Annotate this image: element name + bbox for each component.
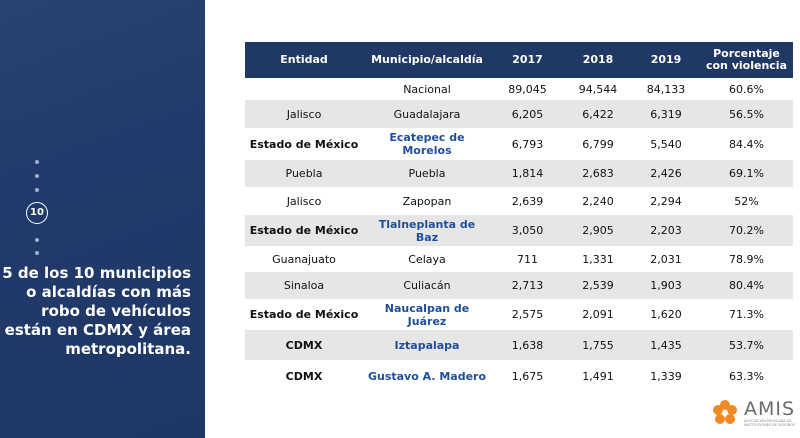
table-cell: 1,675 bbox=[511, 369, 544, 383]
heading: 5 de los 10 municipios o alcaldías con m… bbox=[2, 264, 191, 358]
table-cell: 78.9% bbox=[729, 252, 764, 266]
table-cell: 94,544 bbox=[578, 82, 618, 96]
table-row: Estado de México Tlalneplanta de Baz 3,050… bbox=[245, 215, 793, 246]
table-cell: Ecatepec de Morelos bbox=[389, 131, 465, 157]
table-cell: Guanajuato bbox=[272, 252, 336, 266]
table-cell: Jalisco bbox=[286, 194, 322, 208]
table-cell: 6,793 bbox=[511, 137, 544, 151]
dot bbox=[35, 160, 39, 164]
table-cell: 2,031 bbox=[650, 252, 682, 266]
table-cell: 1,435 bbox=[632, 330, 700, 360]
table-cell bbox=[245, 78, 363, 100]
table-cell: 2,905 bbox=[564, 215, 632, 246]
table-cell: Celaya bbox=[408, 252, 446, 266]
table-cell: Puebla bbox=[363, 160, 491, 187]
table-cell: 2,639 bbox=[511, 194, 544, 208]
table-row: Nacional 89,045 94,544 84,133 60.6% bbox=[245, 78, 793, 100]
table-cell: Puebla bbox=[245, 160, 363, 187]
table-cell: Gustavo A. Madero bbox=[367, 369, 487, 383]
table-cell: 1,903 bbox=[632, 272, 700, 299]
table-cell: 2,539 bbox=[564, 272, 632, 299]
table-cell: 69.1% bbox=[700, 160, 793, 187]
header-row: Entidad Municipio/alcaldía 2017 2018 2019 Por… bbox=[245, 42, 793, 78]
table-cell: 2,713 bbox=[491, 272, 564, 299]
dot bbox=[35, 238, 39, 242]
table-cell: Tlalneplanta de Baz bbox=[363, 215, 491, 246]
data-table: Entidad Municipio/alcaldía 2017 2018 2019 Por… bbox=[245, 42, 793, 392]
table-row: CDMX Gustavo A. Madero 1,675 1,491 1,339 63.3… bbox=[245, 360, 793, 392]
table-row: Estado de México Naucalpan de Juárez 2,575… bbox=[245, 299, 793, 330]
logo-text: AMIS bbox=[744, 398, 796, 420]
table-cell: 1,620 bbox=[650, 308, 682, 321]
table-cell: 1,339 bbox=[650, 369, 682, 383]
dot bbox=[35, 188, 39, 192]
table-cell: Sinaloa bbox=[245, 272, 363, 299]
table-row: Puebla Puebla 1,814 2,683 2,426 69.1% bbox=[245, 160, 793, 187]
table-cell: 56.5% bbox=[700, 100, 793, 128]
table-cell: 84.4% bbox=[729, 137, 764, 151]
table-cell: Estado de México bbox=[249, 137, 359, 151]
table-cell: 711 bbox=[517, 252, 538, 266]
header-cell: Entidad bbox=[245, 42, 363, 78]
table-cell: 70.2% bbox=[700, 215, 793, 246]
table-cell: 2,091 bbox=[582, 308, 614, 321]
table-cell: 2,203 bbox=[632, 215, 700, 246]
table-cell: 52% bbox=[734, 194, 759, 208]
table-cell: Culiacán bbox=[363, 272, 491, 299]
table-cell: 84,133 bbox=[646, 82, 686, 96]
table-cell: 89,045 bbox=[508, 82, 547, 96]
table-cell: 6,319 bbox=[632, 100, 700, 128]
table-row: Guanajuato Celaya 711 1,331 2,031 78.9% bbox=[245, 246, 793, 272]
table-row: Sinaloa Culiacán 2,713 2,539 1,903 80.4% bbox=[245, 272, 793, 299]
table-cell: 1,491 bbox=[582, 369, 614, 383]
table-cell: 5,540 bbox=[650, 137, 682, 151]
table-cell: 3,050 bbox=[491, 215, 564, 246]
header-cell: 2017 bbox=[491, 42, 564, 78]
table-cell: 6,422 bbox=[564, 100, 632, 128]
table-cell: 2,683 bbox=[564, 160, 632, 187]
table-cell: 1,814 bbox=[491, 160, 564, 187]
table-row: Jalisco Guadalajara 6,205 6,422 6,319 56.5% bbox=[245, 100, 793, 128]
header-cell: Porcentaje con violencia bbox=[700, 42, 793, 78]
logo-subtitle: ASOCIACIÓN MEXICANA DE INSTITUCIONES DE … bbox=[744, 419, 796, 427]
table-row: CDMX Iztapalapa 1,638 1,755 1,435 53.7% bbox=[245, 330, 793, 360]
table-cell: 1,331 bbox=[582, 252, 614, 266]
header-cell: Municipio/alcaldía bbox=[363, 42, 491, 78]
dot bbox=[35, 251, 39, 255]
table-cell: Iztapalapa bbox=[363, 330, 491, 360]
table-cell: CDMX bbox=[285, 369, 323, 383]
table-cell: 80.4% bbox=[700, 272, 793, 299]
table-cell: 2,240 bbox=[582, 194, 614, 208]
table-cell: 53.7% bbox=[700, 330, 793, 360]
side-panel: 10 5 de los 10 municipios o alcaldías co… bbox=[0, 0, 205, 438]
table-cell: 1,638 bbox=[491, 330, 564, 360]
table-cell: 2,294 bbox=[650, 194, 682, 208]
table-row: Jalisco Zapopan 2,639 2,240 2,294 52% bbox=[245, 187, 793, 215]
table-cell: 63.3% bbox=[729, 369, 764, 383]
table-cell: Estado de México bbox=[249, 308, 359, 321]
table-cell: 1,755 bbox=[564, 330, 632, 360]
slide-number: 10 bbox=[26, 202, 48, 224]
table-cell: 2,426 bbox=[632, 160, 700, 187]
dot bbox=[35, 174, 39, 178]
header-cell: 2019 bbox=[632, 42, 700, 78]
table-cell: Zapopan bbox=[402, 194, 452, 208]
table-cell: 6,205 bbox=[491, 100, 564, 128]
table-row: Estado de México Ecatepec de Morelos 6,793… bbox=[245, 128, 793, 160]
table-cell: Guadalajara bbox=[363, 100, 491, 128]
table-cell: 6,799 bbox=[582, 137, 614, 151]
table-cell: CDMX bbox=[245, 330, 363, 360]
logo-icon bbox=[713, 400, 737, 424]
table-cell: 2,575 bbox=[511, 308, 544, 321]
table-cell: 71.3% bbox=[729, 308, 764, 321]
table-cell: 60.6% bbox=[729, 82, 764, 96]
table-cell: Nacional bbox=[403, 82, 451, 96]
table-cell: Naucalpan de Juárez bbox=[384, 301, 470, 328]
table-cell: Estado de México bbox=[245, 215, 363, 246]
header-cell: 2018 bbox=[564, 42, 632, 78]
table-cell: Jalisco bbox=[245, 100, 363, 128]
